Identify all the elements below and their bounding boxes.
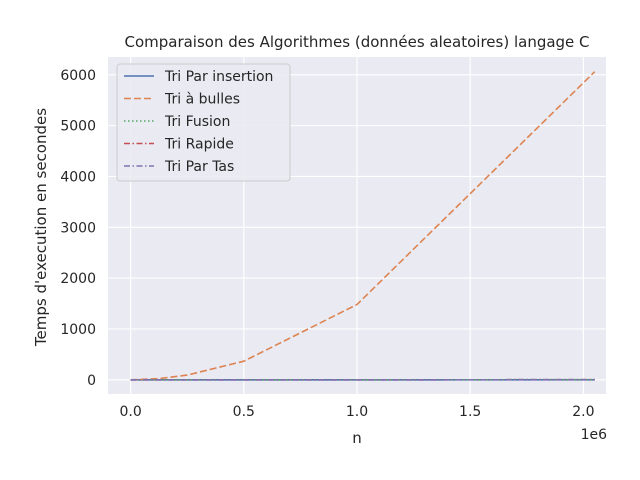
x-tick-label: 2.0 bbox=[572, 404, 594, 420]
series-lines bbox=[130, 71, 596, 381]
legend-label: Tri Fusion bbox=[164, 114, 230, 130]
x-axis-ticks: 0.0 0.5 1.0 1.5 2.0 bbox=[120, 404, 595, 420]
y-tick-label: 6000 bbox=[60, 68, 96, 84]
y-tick-label: 5000 bbox=[60, 119, 96, 135]
chart-title: Comparaison des Algorithmes (données ale… bbox=[124, 33, 589, 51]
x-tick-label: 1.0 bbox=[346, 404, 368, 420]
series-line bbox=[130, 71, 596, 381]
y-tick-label: 3000 bbox=[60, 220, 96, 236]
x-axis-label: n bbox=[352, 429, 362, 447]
y-tick-label: 1000 bbox=[60, 322, 96, 338]
x-tick-label: 0.0 bbox=[120, 404, 142, 420]
legend-label: Tri Par insertion bbox=[164, 69, 273, 85]
y-tick-label: 2000 bbox=[60, 271, 96, 287]
legend-box bbox=[116, 63, 291, 182]
y-tick-label: 0 bbox=[87, 373, 96, 389]
legend-label: Tri à bulles bbox=[164, 92, 240, 108]
y-axis-ticks: 0 1000 2000 3000 4000 5000 6000 bbox=[60, 68, 96, 389]
y-tick-label: 4000 bbox=[60, 169, 96, 185]
x-tick-label: 1.5 bbox=[459, 404, 481, 420]
legend: Tri Par insertion Tri à bulles Tri Fusion T… bbox=[116, 63, 291, 182]
x-tick-label: 0.5 bbox=[233, 404, 255, 420]
y-axis-label: Temps d'execution en secondes bbox=[32, 108, 50, 347]
legend-label: Tri Rapide bbox=[164, 137, 234, 153]
legend-label: Tri Par Tas bbox=[164, 159, 234, 175]
x-axis-offset-label: 1e6 bbox=[581, 427, 608, 443]
